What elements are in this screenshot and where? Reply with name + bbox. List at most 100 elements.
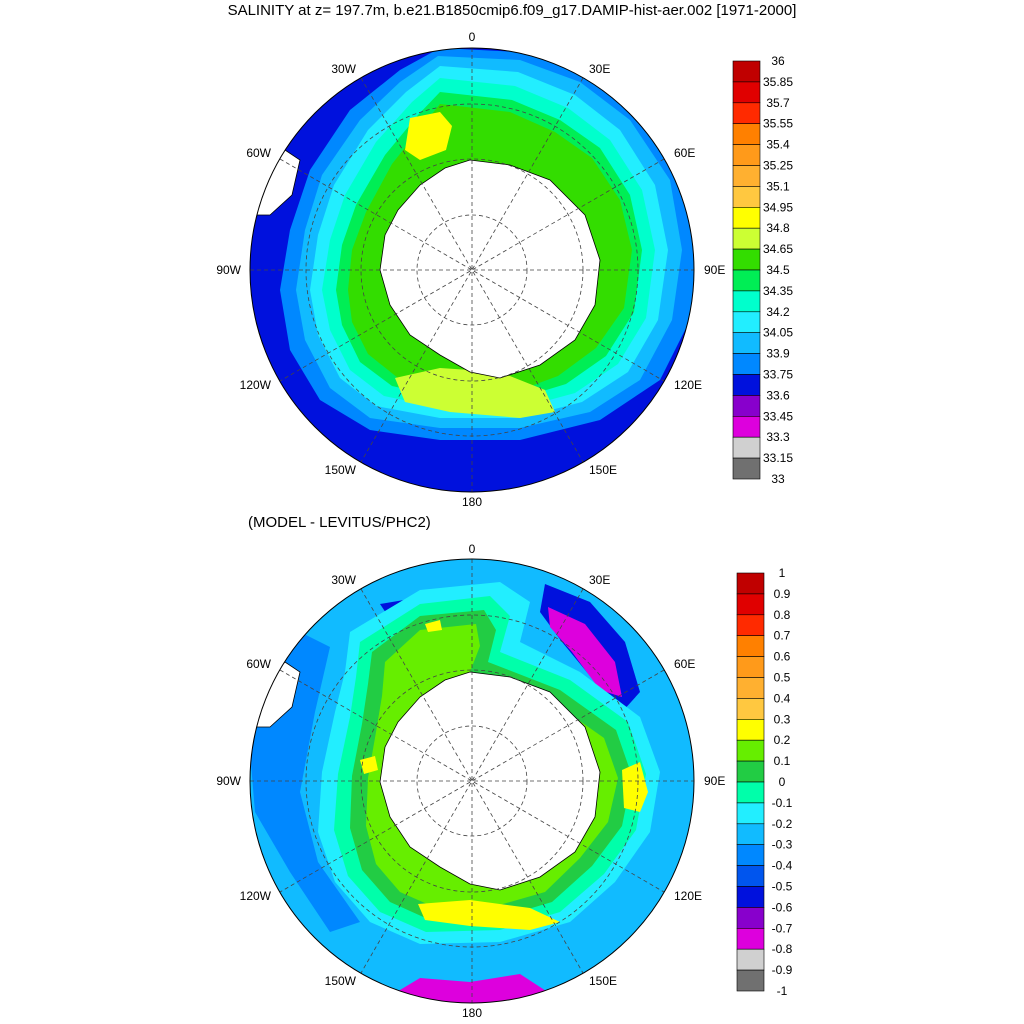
antarctica-landmass bbox=[379, 159, 601, 379]
colorbar-swatch bbox=[736, 927, 765, 950]
colorbar-swatch bbox=[732, 436, 761, 459]
colorbar-tick-label: 34.05 bbox=[763, 326, 793, 340]
colorbar-tick-label: -1 bbox=[777, 984, 788, 998]
colorbar-swatch bbox=[732, 269, 761, 292]
colorbar-swatch bbox=[736, 907, 765, 929]
lon-label: 150W bbox=[325, 974, 357, 988]
contour-band bbox=[425, 620, 442, 632]
lon-label: 90E bbox=[704, 774, 725, 788]
colorbar-swatch bbox=[732, 415, 761, 438]
colorbar-tick-label: 33.6 bbox=[766, 388, 790, 402]
colorbar-swatch bbox=[732, 248, 761, 271]
colorbar-tick-label: 34.2 bbox=[766, 305, 790, 319]
graticule bbox=[250, 559, 694, 1003]
colorbar-tick-label: 35.85 bbox=[763, 75, 793, 89]
lon-label: 30W bbox=[331, 62, 356, 76]
colorbar-tick-label: 0.3 bbox=[774, 712, 791, 726]
lon-label: 120W bbox=[240, 889, 272, 903]
contour-band bbox=[418, 900, 560, 930]
colorbar-tick-label: 33 bbox=[771, 472, 785, 486]
colorbar-swatch bbox=[736, 760, 765, 783]
colorbar-tick-label: 0 bbox=[779, 775, 786, 789]
contour-band bbox=[548, 607, 622, 697]
salinity-colorbar: 36 35.85 35.7 35.55 35.4 35.25 35.1 34.95 34.8 34… bbox=[732, 54, 793, 486]
salinity-map bbox=[249, 47, 695, 493]
contour-band bbox=[622, 762, 648, 812]
colorbar-swatch bbox=[736, 719, 765, 741]
colorbar-tick-label: -0.7 bbox=[772, 921, 793, 935]
colorbar-tick-label: 0.6 bbox=[774, 650, 791, 664]
colorbar-tick-label: 35.7 bbox=[766, 96, 790, 110]
colorbar-tick-label: 34.65 bbox=[763, 242, 793, 256]
lon-label: 60E bbox=[674, 146, 695, 160]
colorbar-swatch bbox=[736, 614, 765, 637]
colorbar-tick-label: -0.9 bbox=[772, 963, 793, 977]
lon-label: 150E bbox=[589, 463, 617, 477]
lon-label: 30E bbox=[589, 62, 610, 76]
colorbar-swatch bbox=[732, 332, 761, 354]
colorbar-tick-label: 33.45 bbox=[763, 409, 793, 423]
colorbar-tick-label: 0.2 bbox=[774, 733, 791, 747]
colorbar-swatch bbox=[736, 593, 765, 616]
difference-colorbar: 1 0.9 0.8 0.7 0.6 0.5 0.4 0.3 0.2 0.1 0 -0.1 -0.2 -0.… bbox=[736, 566, 793, 998]
colorbar-swatch bbox=[732, 290, 761, 313]
lon-label: 120E bbox=[674, 889, 702, 903]
longitude-labels: 0 30E 60E 90E 120E 150E 180 150W 120W 90… bbox=[216, 542, 725, 1020]
colorbar-tick-label: -0.2 bbox=[772, 817, 793, 831]
lon-label: 0 bbox=[469, 30, 476, 44]
colorbar-swatch bbox=[732, 395, 761, 417]
colorbar-swatch bbox=[736, 781, 765, 804]
colorbar-swatch bbox=[732, 374, 761, 396]
lon-label: 60W bbox=[246, 146, 271, 160]
colorbar-swatch bbox=[732, 207, 761, 229]
colorbar-swatch bbox=[736, 572, 765, 595]
colorbar-tick-label: 0.4 bbox=[774, 691, 791, 705]
colorbar-tick-label: 34.5 bbox=[766, 263, 790, 277]
lon-label: 150E bbox=[589, 974, 617, 988]
longitude-labels: 0 30E 60E 90E 120E 150E 180 150W 120W 90… bbox=[216, 30, 725, 509]
graticule bbox=[250, 48, 694, 492]
lon-label: 150W bbox=[325, 463, 357, 477]
colorbar-tick-label: 33.15 bbox=[763, 451, 793, 465]
colorbar-tick-label: -0.6 bbox=[772, 900, 793, 914]
colorbar-tick-label: 33.75 bbox=[763, 368, 793, 382]
lon-label: 60W bbox=[246, 657, 271, 671]
colorbar-swatch bbox=[732, 144, 761, 166]
colorbar-tick-label: 35.1 bbox=[766, 179, 790, 193]
colorbar-swatch bbox=[736, 802, 765, 825]
colorbar-swatch bbox=[736, 823, 765, 845]
plot-title: SALINITY at z= 197.7m, b.e21.B1850cmip6.… bbox=[227, 2, 797, 19]
colorbar-swatch bbox=[732, 311, 761, 333]
colorbar-tick-label: 0.5 bbox=[774, 671, 791, 685]
colorbar-tick-label: -0.4 bbox=[772, 859, 793, 873]
lon-label: 180 bbox=[462, 495, 482, 509]
colorbar-swatch bbox=[736, 656, 765, 678]
lon-label: 30W bbox=[331, 573, 356, 587]
colorbar-swatch bbox=[732, 227, 761, 250]
colorbar-tick-label: 35.4 bbox=[766, 138, 790, 152]
contour-band bbox=[360, 756, 378, 774]
colorbar-tick-label: -0.3 bbox=[772, 838, 793, 852]
map-boundary bbox=[249, 558, 695, 1004]
lon-label: 60E bbox=[674, 657, 695, 671]
colorbar-tick-label: 34.8 bbox=[766, 221, 790, 235]
colorbar-swatch bbox=[736, 739, 765, 762]
salinity-map-panel: 0 30E 60E 90E 120E 150E 180 150W 120W 90… bbox=[216, 30, 793, 509]
difference-subtitle: (MODEL - LEVITUS/PHC2) bbox=[248, 514, 431, 531]
colorbar-tick-label: 33.9 bbox=[766, 347, 790, 361]
colorbar-tick-label: 34.35 bbox=[763, 284, 793, 298]
lon-label: 180 bbox=[462, 1006, 482, 1020]
colorbar-swatch bbox=[736, 886, 765, 908]
colorbar-tick-label: 35.55 bbox=[763, 117, 793, 131]
colorbar-swatch bbox=[736, 677, 765, 699]
colorbar-tick-label: 0.1 bbox=[774, 754, 791, 768]
colorbar-swatch bbox=[732, 186, 761, 208]
colorbar-swatch bbox=[736, 698, 765, 720]
colorbar-tick-label: 1 bbox=[779, 566, 786, 580]
colorbar-tick-label: 35.25 bbox=[763, 159, 793, 173]
difference-map bbox=[249, 558, 695, 1004]
lon-label: 120E bbox=[674, 378, 702, 392]
lon-label: 90E bbox=[704, 263, 725, 277]
colorbar-swatch bbox=[732, 165, 761, 187]
colorbar-tick-label: 33.3 bbox=[766, 430, 790, 444]
